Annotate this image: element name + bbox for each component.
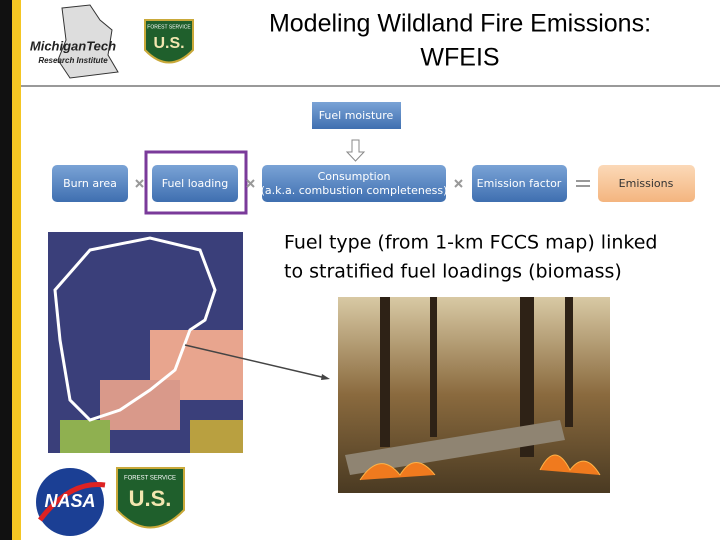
forest-photo <box>338 297 610 493</box>
title: Modeling Wildland Fire Emissions: <box>269 10 651 38</box>
logo-text: MichiganTech <box>30 38 116 53</box>
flow-step: Fuel loading <box>162 177 229 190</box>
nasa-logo: NASA <box>36 468 106 536</box>
side-stripe <box>12 0 21 540</box>
logo-text: U.S. <box>129 486 172 511</box>
flow-step: Emissions <box>619 177 674 190</box>
flow-box <box>598 165 695 202</box>
fuel-map <box>48 232 243 453</box>
flow-box <box>312 102 401 129</box>
logo-text: U.S. <box>153 35 184 52</box>
pointer-head <box>321 374 330 380</box>
mtri-logo: MichiganTech Research Institute <box>30 4 119 79</box>
flow-box <box>152 165 238 202</box>
pointer-arrow <box>184 344 327 379</box>
logo-text: FOREST SERVICE <box>147 24 191 30</box>
usfs-logo: FOREST SERVICE U.S. <box>144 19 194 64</box>
operators <box>135 179 590 188</box>
logo-text: Research Institute <box>38 56 108 65</box>
title: WFEIS <box>420 44 499 72</box>
flow-step: (a.k.a. combustion completeness) <box>261 184 448 197</box>
highlight <box>144 150 248 215</box>
body-text: to stratified fuel loadings (biomass) <box>284 261 622 283</box>
usfs-logo: FOREST SERVICE U.S. <box>116 467 185 529</box>
flow-step: Consumption <box>318 170 391 183</box>
flow-input: Fuel moisture <box>319 109 394 122</box>
flow-step: Burn area <box>63 177 117 190</box>
flow-box <box>262 165 446 202</box>
logo-text: FOREST SERVICE <box>124 476 176 482</box>
flow-box <box>472 165 567 202</box>
flow-step: Emission factor <box>477 177 562 190</box>
logo-text: NASA <box>44 491 95 511</box>
arrow <box>345 139 366 162</box>
side-bar <box>0 0 12 540</box>
body-text: Fuel type (from 1-km FCCS map) linked <box>284 232 658 254</box>
flow-box <box>52 165 128 202</box>
